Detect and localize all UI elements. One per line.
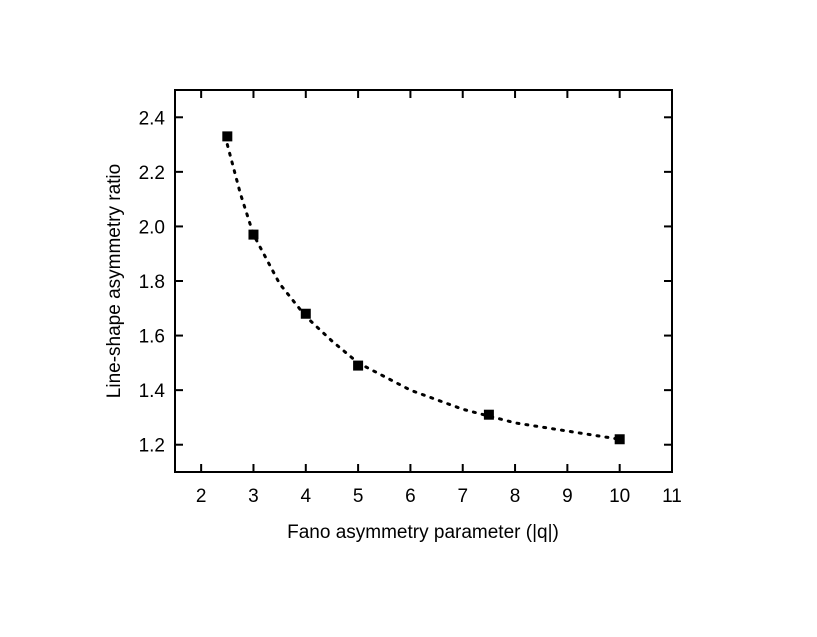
y-tick-label: 2.4 [139,108,166,129]
x-axis-label: Fano asymmetry parameter (|q|) [287,522,559,543]
data-point [300,308,311,319]
x-tick-label: 9 [562,486,573,507]
data-point [483,409,494,420]
y-tick-label: 1.2 [139,436,165,457]
y-tick-label: 1.6 [139,327,165,348]
y-axis-label: Line-shape asymmetry ratio [104,164,125,398]
y-tick-label: 2.0 [139,217,165,238]
x-tick-label: 11 [662,486,682,507]
y-tick-label: 1.8 [139,272,165,293]
data-point [248,229,259,240]
y-tick-label: 2.2 [139,163,165,184]
x-tick-label: 7 [457,486,468,507]
x-tick-label: 6 [405,486,416,507]
y-tick-label: 1.4 [139,381,166,402]
data-point [614,434,625,445]
plot-frame [174,89,673,473]
x-tick-label: 10 [609,486,630,507]
data-point [353,360,364,371]
x-tick-label: 4 [301,486,312,507]
x-tick-label: 5 [353,486,364,507]
x-tick-label: 2 [196,486,207,507]
x-tick-label: 8 [510,486,521,507]
x-tick-label: 3 [248,486,259,507]
data-point [222,131,233,142]
fit-line [225,143,622,441]
